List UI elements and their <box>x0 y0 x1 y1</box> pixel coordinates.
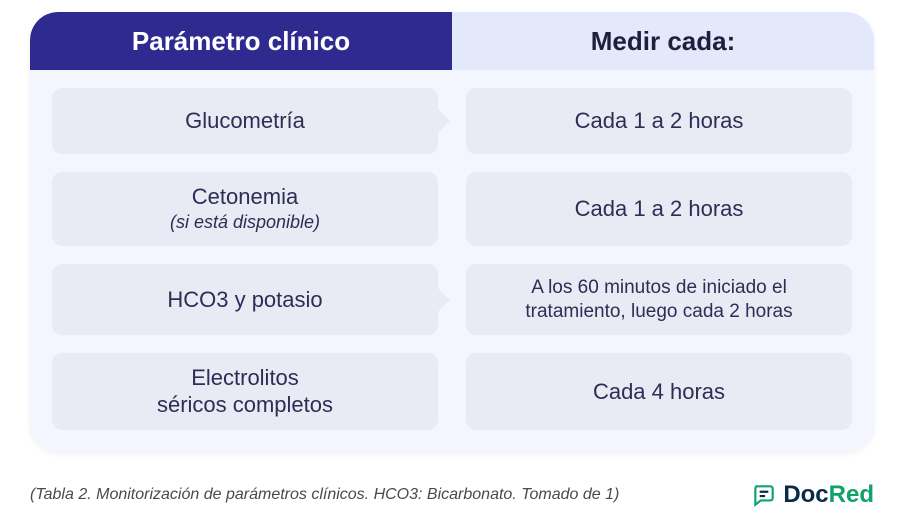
param-subtext: (si está disponible) <box>170 212 320 234</box>
param-text-line2: séricos completos <box>157 392 333 418</box>
logo-text-doc: Doc <box>783 481 828 508</box>
measure-cell: Cada 1 a 2 horas <box>466 172 852 246</box>
param-cell: HCO3 y potasio <box>52 264 438 336</box>
param-text: Electrolitos <box>191 365 299 391</box>
param-text: Cetonemia <box>192 184 298 210</box>
header-medir: Medir cada: <box>452 12 874 70</box>
header-parametro: Parámetro clínico <box>30 12 452 70</box>
clinical-params-table: Parámetro clínico Medir cada: Glucometrí… <box>30 12 874 452</box>
param-cell: Electrolitos séricos completos <box>52 353 438 430</box>
measure-cell: Cada 4 horas <box>466 353 852 430</box>
docred-logo: DocRed <box>751 481 874 509</box>
param-cell: Glucometría <box>52 88 438 154</box>
measure-cell: A los 60 minutos de iniciado el tratamie… <box>466 264 852 336</box>
param-cell: Cetonemia (si está disponible) <box>52 172 438 246</box>
chat-icon <box>751 482 777 508</box>
table-caption: (Tabla 2. Monitorización de parámetros c… <box>30 486 619 504</box>
measure-text: A los 60 minutos de iniciado el tratamie… <box>480 276 838 324</box>
table-body: Glucometría Cada 1 a 2 horas Cetonemia (… <box>30 70 874 452</box>
logo-text-red: Red <box>829 481 874 508</box>
measure-text: Cada 1 a 2 horas <box>575 196 744 222</box>
footer: (Tabla 2. Monitorización de parámetros c… <box>30 481 874 509</box>
param-text: Glucometría <box>185 108 305 134</box>
table-row: Electrolitos séricos completos Cada 4 ho… <box>52 353 852 430</box>
measure-cell: Cada 1 a 2 horas <box>466 88 852 154</box>
table-row: Glucometría Cada 1 a 2 horas <box>52 88 852 154</box>
table-header-row: Parámetro clínico Medir cada: <box>30 12 874 70</box>
table-row: Cetonemia (si está disponible) Cada 1 a … <box>52 172 852 246</box>
table-row: HCO3 y potasio A los 60 minutos de inici… <box>52 264 852 336</box>
param-text: HCO3 y potasio <box>167 287 322 313</box>
measure-text: Cada 4 horas <box>593 379 725 405</box>
measure-text: Cada 1 a 2 horas <box>575 108 744 134</box>
